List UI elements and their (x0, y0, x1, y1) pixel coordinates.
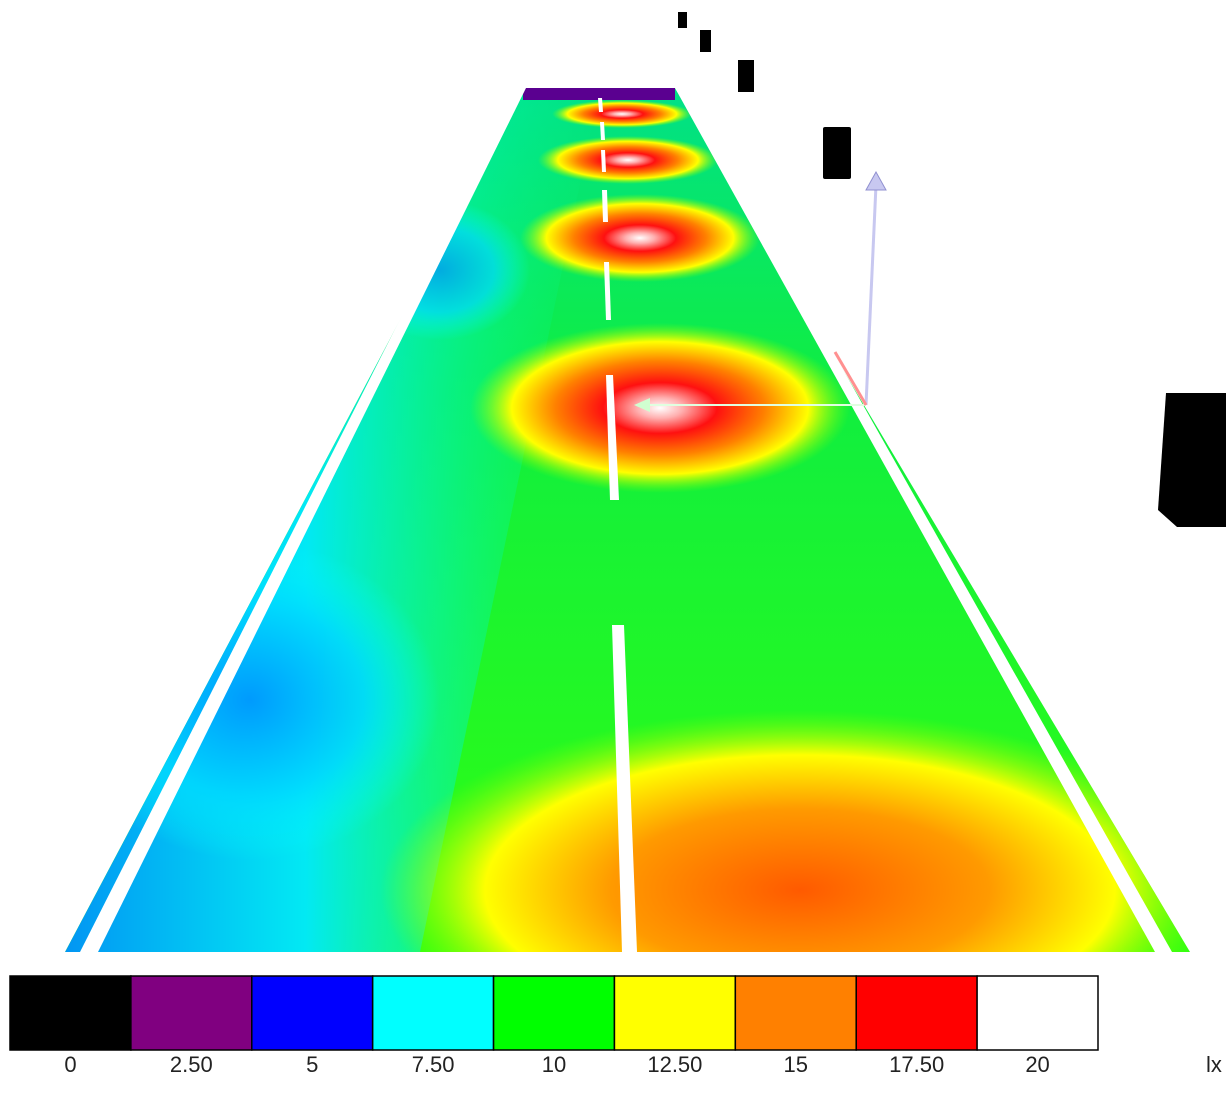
legend-tick-labels: 0 2.50 5 7.50 10 12.50 15 17.50 20 (64, 1052, 1049, 1077)
legend-tick-label-8: 20 (1025, 1052, 1049, 1077)
legend-tick-label-3: 7.50 (412, 1052, 455, 1077)
legend-swatch-2 (251, 975, 374, 1051)
legend-swatch-7 (855, 975, 978, 1051)
legend-tick-label-1: 2.50 (170, 1052, 213, 1077)
legend-swatch-3 (371, 975, 495, 1051)
road-edge-lines (80, 88, 1172, 952)
legend-tick-label-2: 5 (306, 1052, 318, 1077)
road-center-dashes (598, 98, 637, 952)
legend-swatch-8 (976, 975, 1099, 1051)
legend-tick-label-5: 12.50 (647, 1052, 702, 1077)
luminaires (678, 12, 1226, 527)
legend-swatch-5 (613, 975, 737, 1051)
legend-swatch-6 (734, 975, 857, 1051)
road-surface (65, 88, 1190, 952)
legend-swatch-1 (130, 975, 253, 1051)
legend-tick-label-0: 0 (64, 1052, 76, 1077)
legend-swatch-0 (9, 975, 132, 1051)
legend-swatches (9, 975, 1099, 1051)
color-legend: 0 2.50 5 7.50 10 12.50 15 17.50 20 lx (9, 975, 1222, 1077)
legend-tick-label-6: 15 (784, 1052, 808, 1077)
road-illuminance-scene (65, 12, 1226, 952)
coordinate-axes (634, 170, 887, 412)
legend-tick-label-4: 10 (542, 1052, 566, 1077)
legend-tick-label-7: 17.50 (889, 1052, 944, 1077)
legend-unit-label: lx (1206, 1052, 1222, 1077)
legend-swatch-4 (492, 975, 616, 1051)
